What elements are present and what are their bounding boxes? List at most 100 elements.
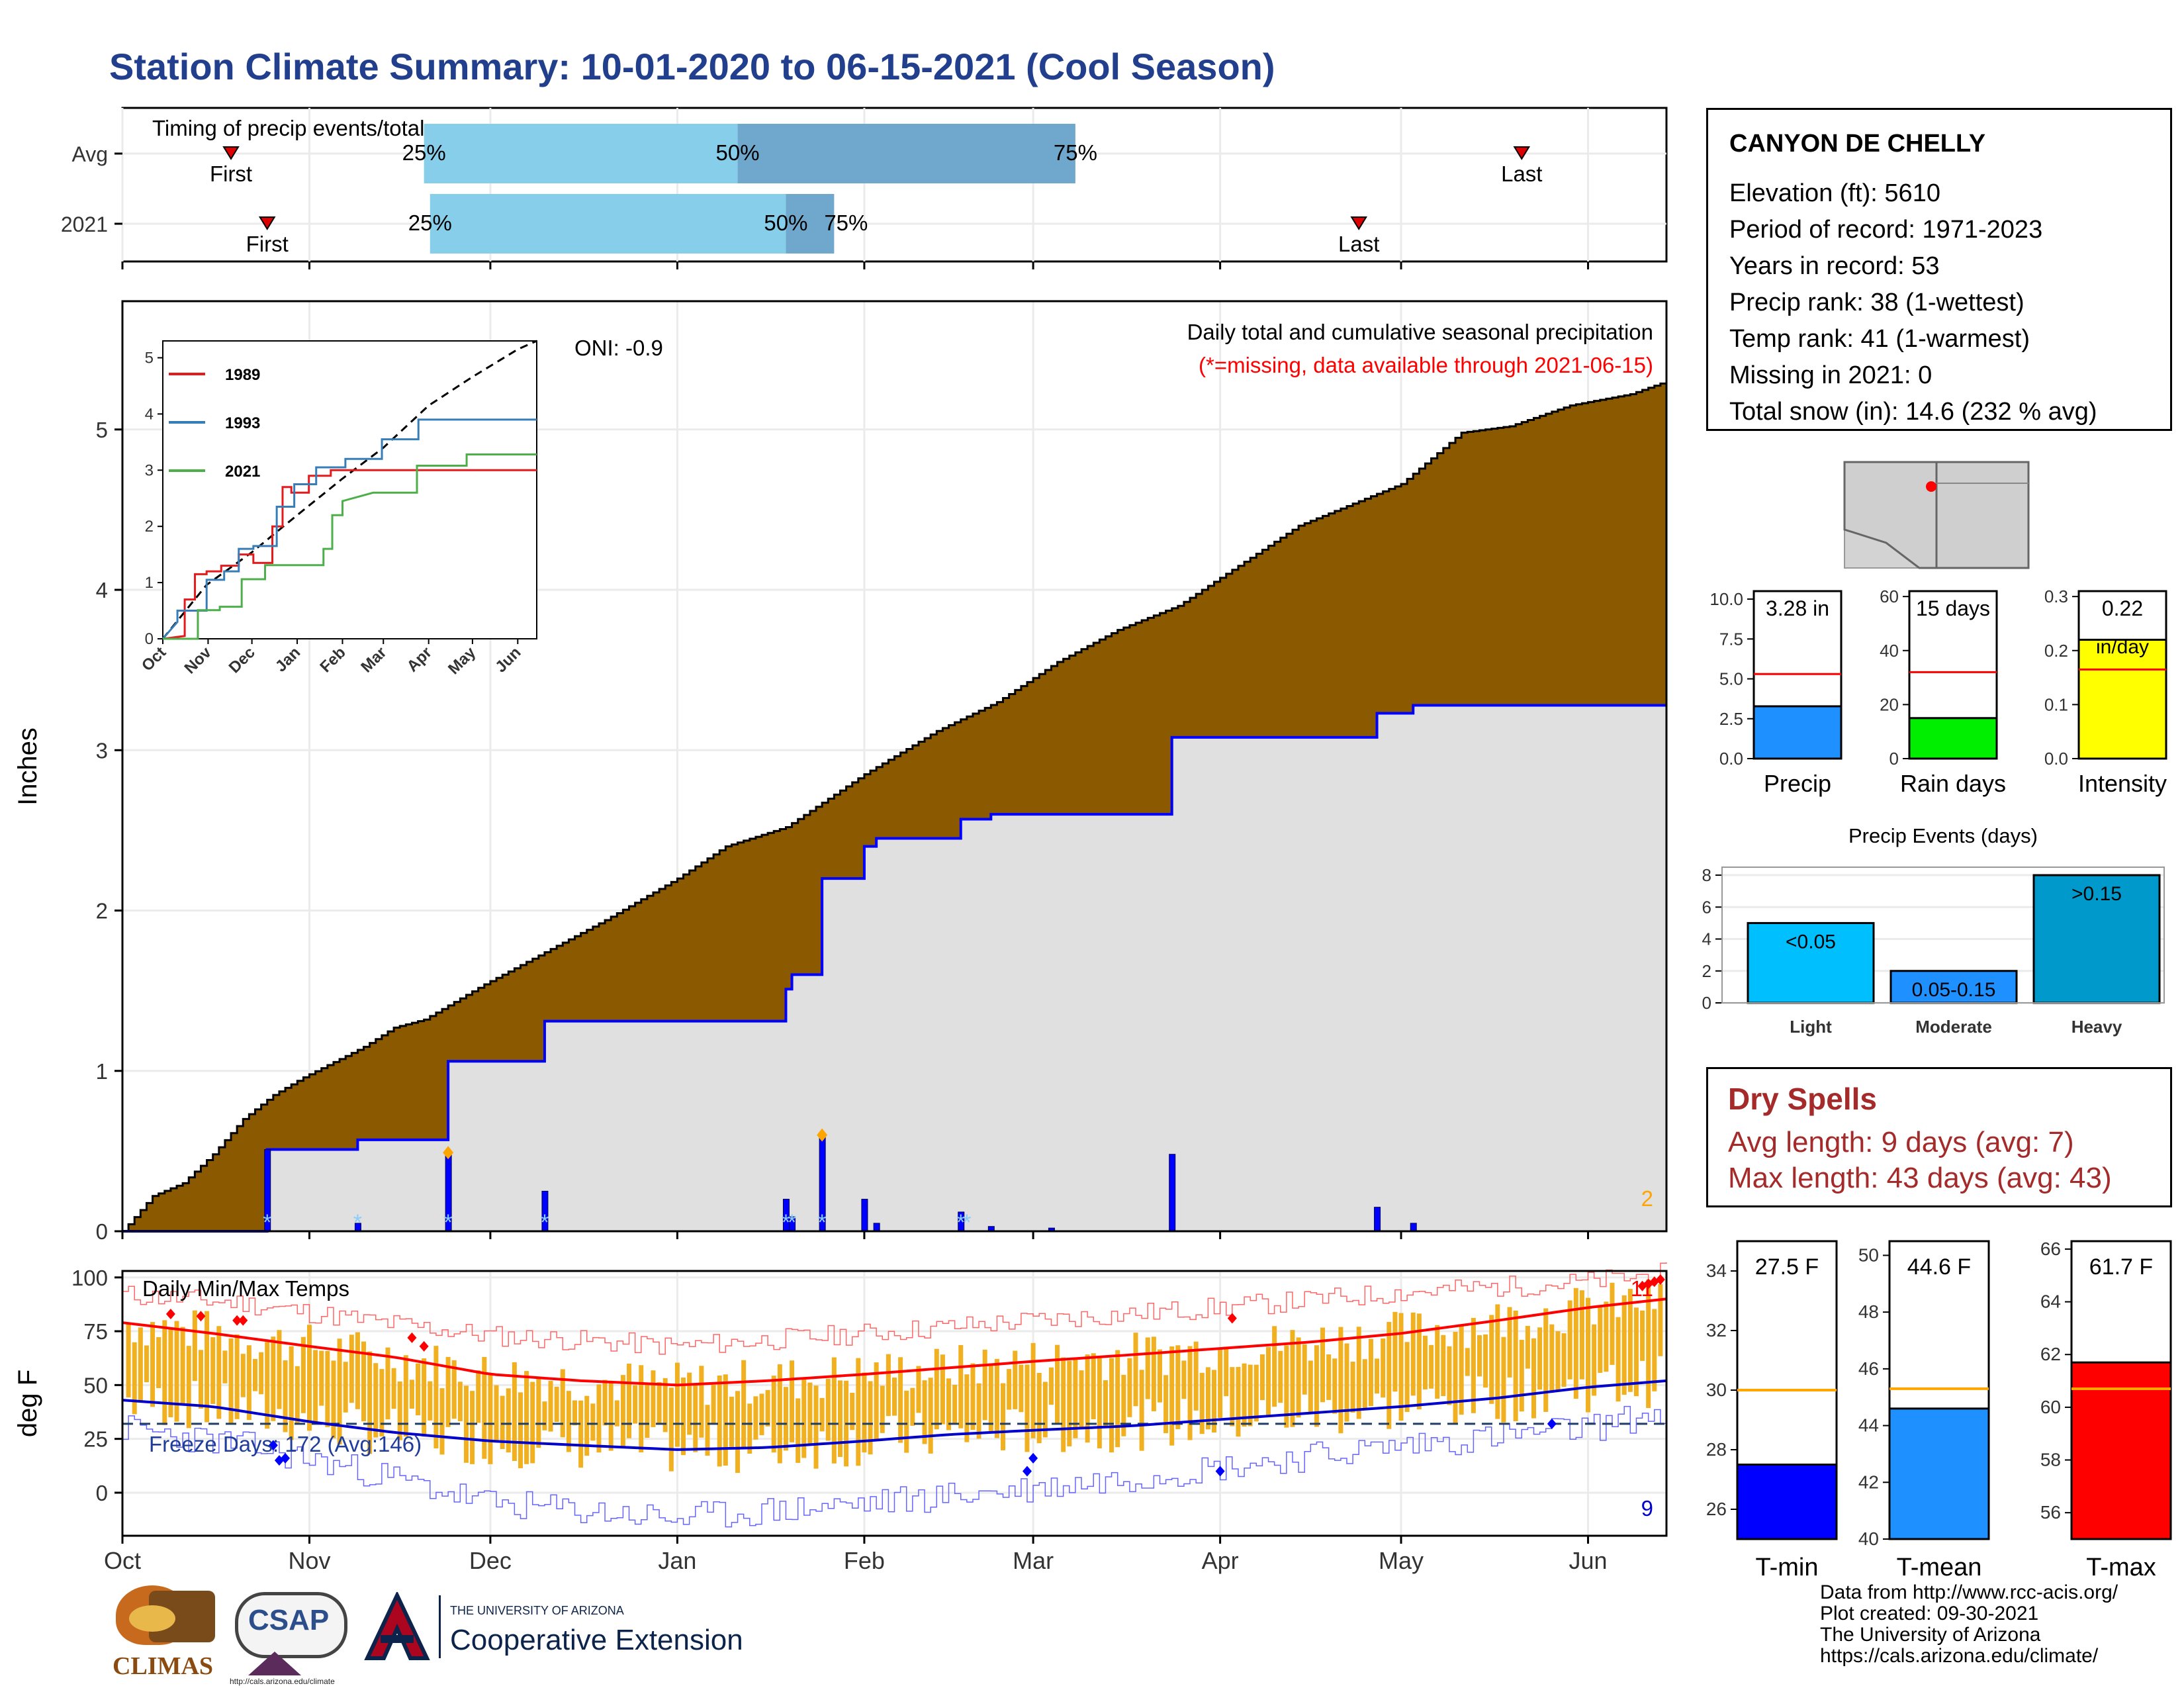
daily-temp-bar [1224, 1346, 1229, 1397]
inset-legend-label: 2021 [225, 463, 260, 481]
temp-ytick-label: 25 [83, 1427, 108, 1452]
daily-temp-bar [433, 1346, 439, 1448]
daily-temp-bar [1103, 1380, 1108, 1428]
daily-temp-bar [1139, 1370, 1144, 1451]
timing-bar-25-50 [424, 124, 738, 183]
precip-panel-frame [121, 300, 1668, 1233]
daily-temp-bar [144, 1345, 149, 1383]
daily-temp-bar [753, 1396, 758, 1440]
record-high-marker [238, 1315, 248, 1326]
timing-first-marker [258, 216, 276, 230]
timing-bar-50-75 [786, 194, 835, 254]
daily-temp-bar [1658, 1284, 1663, 1356]
daily-precip-bar [1374, 1207, 1381, 1232]
daily-temp-bar [470, 1391, 475, 1464]
daily-temp-bar [1429, 1344, 1434, 1389]
daily-temp-bar [1308, 1360, 1313, 1413]
temp-summary-t-max: 56 58 60 62 64 66 61.7 F T-max [2040, 1239, 2172, 1581]
daily-temp-bar [1175, 1345, 1181, 1430]
station-temp-rank: Temp rank: 41 (1-warmest) [1729, 325, 2030, 353]
daily-temp-bar [488, 1374, 493, 1464]
temp-summary-ytick-label: 56 [2040, 1502, 2061, 1523]
ua-logo-small: THE UNIVERSITY OF ARIZONA [450, 1604, 624, 1617]
daily-temp-bar [674, 1362, 680, 1447]
daily-temp-bar [1205, 1367, 1210, 1430]
snow-marker: * [782, 1210, 790, 1235]
daily-temp-bar [216, 1326, 222, 1419]
precip-max-marker [817, 1128, 828, 1142]
daily-temp-bar [790, 1360, 795, 1442]
temp-xtick-label: Jun [1569, 1547, 1608, 1574]
csap-logo-url: http://cals.arizona.edu/climate [230, 1677, 335, 1686]
mini-ytick-label: 10.0 [1709, 589, 1743, 609]
daily-temp-bar [1163, 1375, 1169, 1434]
daily-temp-bar [1326, 1354, 1332, 1400]
precip-max-marker [443, 1146, 454, 1160]
daily-temp-bar [1259, 1354, 1265, 1401]
dry-spells-avg: Avg length: 9 days (avg: 7) [1728, 1126, 2074, 1158]
daily-temp-bar [554, 1386, 559, 1423]
inset-ytick-label: 2 [145, 518, 154, 536]
daily-temp-bar [651, 1370, 656, 1427]
events-bar-label: 0.05-0.15 [1912, 979, 1996, 1001]
daily-temp-bar [1586, 1297, 1591, 1413]
precip-events-frame [1721, 867, 2165, 1004]
temp-summary-ytick-label: 28 [1706, 1439, 1727, 1460]
daily-temp-bar [319, 1350, 324, 1406]
daily-temp-bar [1187, 1346, 1193, 1440]
daily-temp-bar [976, 1383, 981, 1439]
daily-temp-bar [584, 1395, 590, 1456]
daily-temp-bar [1242, 1363, 1247, 1427]
csap-logo-text: CSAP [248, 1604, 330, 1636]
temp-summary-t-mean: 40 42 44 46 48 50 44.6 F T-mean [1858, 1240, 1990, 1581]
temp-summary-value: 61.7 F [2089, 1254, 2153, 1280]
daily-temp-bar [349, 1335, 354, 1403]
temp-summary-name: T-min [1756, 1554, 1819, 1581]
temp-summary-ytick-label: 44 [1858, 1415, 1879, 1436]
daily-temp-bar [1350, 1362, 1355, 1413]
temp-summary-ytick-label: 60 [2040, 1397, 2061, 1417]
precip-events-chart: Precip Events (days) 0 2 4 6 8 <0.05 Light 0.05-… [1702, 824, 2165, 1037]
snow-marker: * [444, 1210, 453, 1235]
mini-ytick-label: 2.5 [1719, 709, 1743, 729]
station-years: Years in record: 53 [1729, 252, 1940, 280]
daily-temp-bar [1036, 1373, 1042, 1444]
daily-temp-bar [1253, 1364, 1259, 1422]
station-snow: Total snow (in): 14.6 (232 % avg) [1729, 398, 2097, 426]
daily-temp-bar [904, 1390, 909, 1453]
events-bar [1889, 970, 2018, 1004]
daily-temp-bar [994, 1358, 999, 1438]
daily-temp-bar [874, 1362, 879, 1441]
daily-temp-bar [1013, 1350, 1018, 1409]
temp-ylabel: deg F [13, 1370, 42, 1437]
daily-temp-bar [222, 1350, 228, 1383]
temp-summary-ytick-label: 34 [1706, 1260, 1727, 1281]
timing-q50-label: 50% [716, 140, 760, 165]
daily-temp-bar [542, 1401, 547, 1430]
station-location-marker [1926, 481, 1936, 492]
daily-temp-bar [1519, 1340, 1524, 1412]
temp-summary-ytick-label: 50 [1858, 1244, 1879, 1265]
daily-temp-bar [964, 1374, 970, 1442]
daily-temp-bar [1495, 1304, 1500, 1419]
record-high-marker [419, 1340, 429, 1352]
daily-temp-bar [403, 1355, 408, 1437]
timing-q25-label: 25% [402, 140, 446, 165]
daily-temp-bar [590, 1403, 596, 1441]
temp-xtick-label: Feb [844, 1547, 885, 1574]
precip-ytick-label: 3 [96, 738, 108, 763]
mini-chart-name: Rain days [1900, 770, 2006, 797]
mini-value-label: 0.22 [2102, 596, 2143, 620]
events-ytick-label: 6 [1702, 897, 1711, 917]
timing-last-label: Last [1338, 232, 1379, 256]
daily-precip-bar [1410, 1223, 1417, 1232]
daily-temp-bar [379, 1369, 385, 1436]
daily-temp-bar [729, 1396, 734, 1447]
temp-summary-ytick-label: 42 [1858, 1472, 1879, 1492]
daily-temp-bar [246, 1345, 251, 1421]
daily-temp-bar [735, 1391, 741, 1474]
daily-temp-bar [1368, 1338, 1373, 1407]
timing-q75-label: 75% [824, 211, 868, 235]
daily-temp-bar [138, 1327, 143, 1401]
